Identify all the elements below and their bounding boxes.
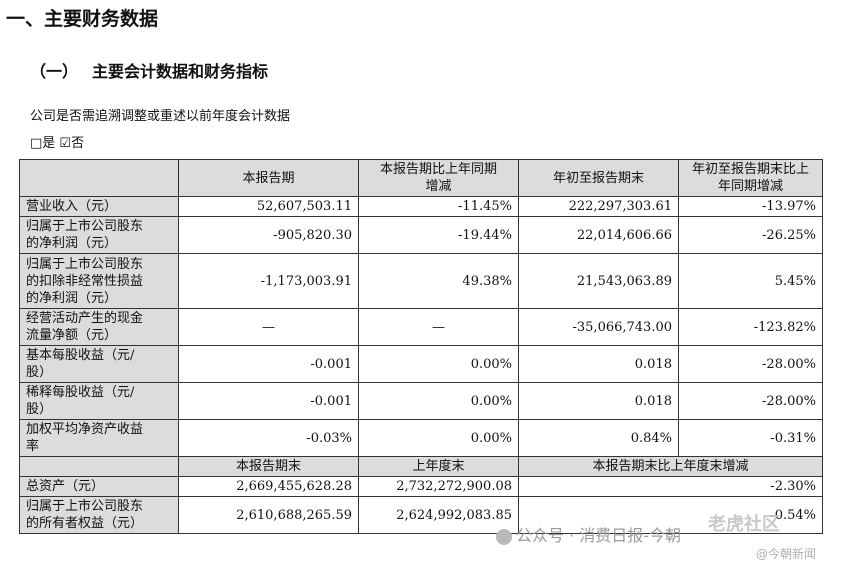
watermark-handle: @今朝新闻 — [756, 547, 817, 561]
cell-value: -28.00% — [678, 345, 823, 383]
row-label: 营业收入（元） — [19, 196, 179, 217]
cell-value: -1,173,003.91 — [178, 253, 359, 309]
column-header: 本报告期末 — [178, 456, 359, 477]
column-header: 本报告期末比上年度末增减 — [518, 456, 823, 477]
table-row: 经营活动产生的现金 流量净额（元） — — -35,066,743.00 -123.82… — [19, 308, 823, 346]
row-label: 稀释每股收益（元/ 股） — [19, 382, 179, 420]
table-row: 基本每股收益（元/ 股） -0.001 0.00% 0.018 -28.00% — [19, 345, 823, 383]
wechat-logo-icon — [496, 528, 512, 545]
cell-value: 0.00% — [358, 419, 519, 457]
cell-value: -11.45% — [358, 196, 519, 217]
cell-value: -2.30% — [518, 476, 823, 497]
table-row: 归属于上市公司股东 的所有者权益（元） 2,610,688,265.59 2,624… — [19, 496, 823, 534]
table-header-row-2: 本报告期末 上年度末 本报告期末比上年度末增减 — [19, 456, 823, 477]
cell-value: 0.00% — [358, 382, 519, 420]
column-header: 上年度末 — [358, 456, 519, 477]
table-row: 稀释每股收益（元/ 股） -0.001 0.00% 0.018 -28.00% — [19, 382, 823, 420]
row-label: 基本每股收益（元/ 股） — [19, 345, 179, 383]
cell-value: 2,669,455,628.28 — [178, 476, 359, 497]
column-header: 本报告期 — [178, 159, 359, 197]
subsection-label: 主要会计数据和财务指标 — [92, 62, 269, 81]
watermark-brand: 老虎社区 — [708, 514, 780, 535]
cell-value: 0.018 — [518, 345, 679, 383]
cell-value: -123.82% — [678, 308, 823, 346]
column-header: 年初至报告期末比上 年同期增减 — [678, 159, 823, 197]
row-label: 经营活动产生的现金 流量净额（元） — [19, 308, 179, 346]
cell-value: 21,543,063.89 — [518, 253, 679, 309]
cell-value: 49.38% — [358, 253, 519, 309]
restatement-options: □是 ☑否 — [30, 136, 85, 151]
cell-value: -13.97% — [678, 196, 823, 217]
header-blank — [19, 159, 179, 197]
row-label: 归属于上市公司股东 的扣除非经常性损益 的净利润（元） — [19, 253, 179, 309]
table-row: 总资产（元） 2,669,455,628.28 2,732,272,900.08 -2… — [19, 476, 823, 497]
financial-table: 本报告期 本报告期比上年同期 增减 年初至报告期末 年初至报告期末比上 年同期增减 营业… — [19, 159, 823, 534]
cell-value: 0.00% — [358, 345, 519, 383]
column-header: 本报告期比上年同期 增减 — [358, 159, 519, 197]
cell-value: 0.84% — [518, 419, 679, 457]
watermark: 公众号 · 消费日报-今朝 — [496, 522, 681, 546]
cell-value: 222,297,303.61 — [518, 196, 679, 217]
cell-value: -0.03% — [178, 419, 359, 457]
row-label: 总资产（元） — [19, 476, 179, 497]
row-label: 加权平均净资产收益 率 — [19, 419, 179, 457]
subsection-title: （一） 主要会计数据和财务指标 — [30, 58, 268, 82]
cell-value: -35,066,743.00 — [518, 308, 679, 346]
cell-value: 2,624,992,083.85 — [358, 496, 519, 534]
table-row: 归属于上市公司股东 的净利润（元） -905,820.30 -19.44% 22,01… — [19, 216, 823, 254]
column-header: 年初至报告期末 — [518, 159, 679, 197]
cell-value: -26.25% — [678, 216, 823, 254]
row-label: 归属于上市公司股东 的所有者权益（元） — [19, 496, 179, 534]
watermark-text: 公众号 · 消费日报-今朝 — [516, 526, 682, 545]
table-row: 归属于上市公司股东 的扣除非经常性损益 的净利润（元） -1,173,003.91… — [19, 253, 823, 309]
table-header-row: 本报告期 本报告期比上年同期 增减 年初至报告期末 年初至报告期末比上 年同期增减 — [19, 159, 823, 197]
cell-value: -0.54% — [518, 496, 823, 534]
section-title: 一、主要财务数据 — [6, 8, 159, 30]
cell-value: 52,607,503.11 — [178, 196, 359, 217]
restatement-question: 公司是否需追溯调整或重述以前年度会计数据 — [30, 109, 291, 124]
header-blank — [19, 456, 179, 477]
cell-value: 2,610,688,265.59 — [178, 496, 359, 534]
row-label: 归属于上市公司股东 的净利润（元） — [19, 216, 179, 254]
cell-value: 5.45% — [678, 253, 823, 309]
cell-value: — — [358, 308, 519, 346]
table-row: 加权平均净资产收益 率 -0.03% 0.00% 0.84% -0.31% — [19, 419, 823, 457]
cell-value: -905,820.30 — [178, 216, 359, 254]
cell-value: -0.001 — [178, 345, 359, 383]
cell-value: 22,014,606.66 — [518, 216, 679, 254]
cell-value: — — [178, 308, 359, 346]
cell-value: 2,732,272,900.08 — [358, 476, 519, 497]
cell-value: -0.31% — [678, 419, 823, 457]
table-row: 营业收入（元） 52,607,503.11 -11.45% 222,297,303.6… — [19, 196, 823, 217]
subsection-index: （一） — [30, 62, 79, 81]
cell-value: -0.001 — [178, 382, 359, 420]
cell-value: -19.44% — [358, 216, 519, 254]
cell-value: 0.018 — [518, 382, 679, 420]
cell-value: -28.00% — [678, 382, 823, 420]
